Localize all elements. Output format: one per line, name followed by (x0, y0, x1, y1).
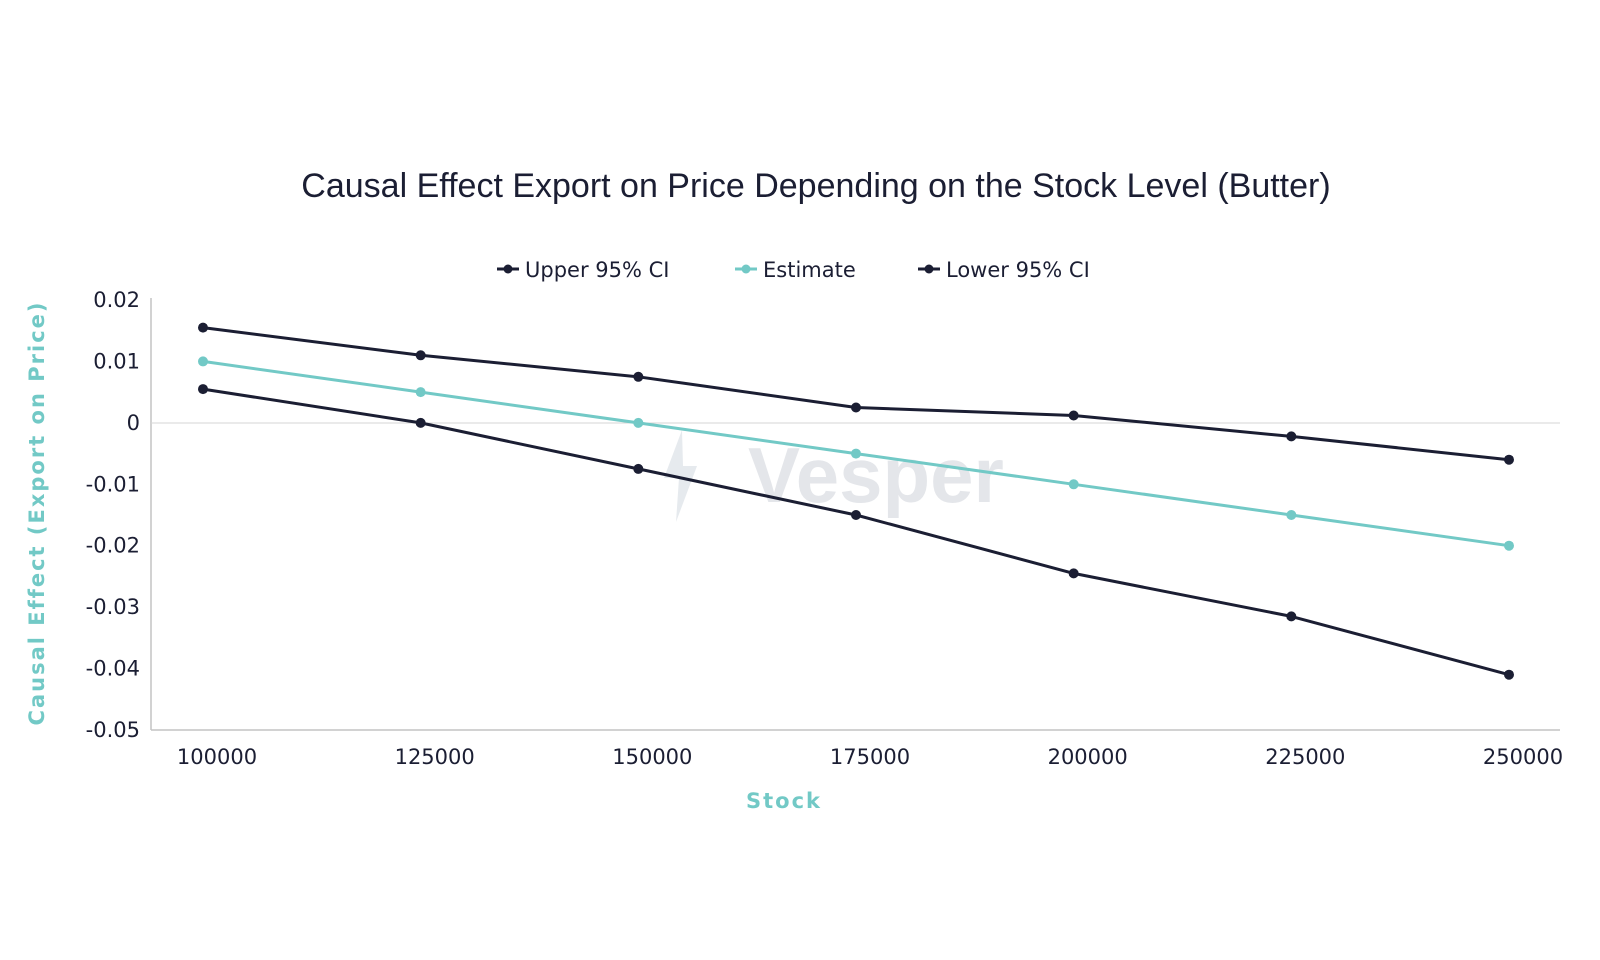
legend-label: Estimate (763, 258, 856, 282)
data-point (1068, 410, 1079, 421)
y-tick-labels: 0.02 0.01 0 -0.01 -0.02 -0.03 -0.04 -0.05 (86, 288, 140, 742)
legend-item: Lower 95% CI (918, 258, 1090, 282)
data-point (415, 387, 426, 398)
legend-item: Upper 95% CI (497, 258, 669, 282)
data-point (633, 417, 644, 428)
legend-swatch-marker (924, 264, 934, 274)
series-layer (198, 322, 1514, 680)
data-point (1068, 568, 1079, 579)
x-tick-label: 250000 (1483, 745, 1563, 769)
lightning-icon (664, 430, 697, 522)
legend-swatch-marker (741, 264, 751, 274)
data-point (1286, 431, 1297, 442)
y-tick-label: -0.05 (86, 718, 140, 742)
y-tick-label: -0.01 (86, 472, 140, 496)
legend-label: Lower 95% CI (946, 258, 1090, 282)
x-tick-labels: 100000 125000 150000 175000 200000 225000 2500… (177, 745, 1563, 769)
data-point (1286, 510, 1297, 520)
data-point (1504, 454, 1514, 465)
legend-item: Estimate (735, 258, 856, 282)
series-1 (198, 356, 1514, 551)
y-tick-label: 0.02 (93, 288, 140, 312)
y-axis-title: Causal Effect (Export on Price) (25, 301, 49, 726)
data-point (633, 463, 644, 474)
y-tick-label: -0.04 (86, 657, 140, 681)
x-tick-label: 150000 (612, 745, 692, 769)
data-point (198, 322, 208, 333)
x-tick-label: 125000 (395, 745, 475, 769)
x-tick-label: 200000 (1048, 745, 1128, 769)
series-0 (198, 322, 1514, 465)
data-point (198, 356, 208, 367)
y-tick-label: -0.03 (86, 595, 140, 619)
data-point (198, 384, 208, 395)
x-tick-label: 225000 (1265, 745, 1345, 769)
data-point (415, 417, 426, 428)
legend-swatch-marker (503, 264, 513, 274)
data-point (1504, 669, 1514, 680)
legend: Upper 95% CI Estimate Lower 95% CI (497, 258, 1090, 282)
x-axis-title: Stock (746, 789, 822, 813)
data-point (415, 350, 426, 361)
chart-title: Causal Effect Export on Price Depending … (301, 167, 1330, 205)
data-point (633, 371, 644, 382)
data-point (851, 402, 861, 413)
data-point (1504, 540, 1514, 551)
data-point (1068, 479, 1079, 490)
y-tick-label: -0.02 (86, 534, 140, 558)
y-tick-label: 0 (127, 411, 140, 435)
series-2 (198, 384, 1514, 680)
data-point (851, 510, 861, 520)
x-tick-label: 175000 (830, 745, 910, 769)
data-point (1286, 611, 1297, 622)
vesper-watermark: Vesper (664, 430, 1004, 522)
y-tick-label: 0.01 (93, 349, 140, 373)
legend-label: Upper 95% CI (525, 258, 669, 282)
axes (150, 298, 1560, 731)
x-tick-label: 100000 (177, 745, 257, 769)
data-point (851, 448, 861, 459)
